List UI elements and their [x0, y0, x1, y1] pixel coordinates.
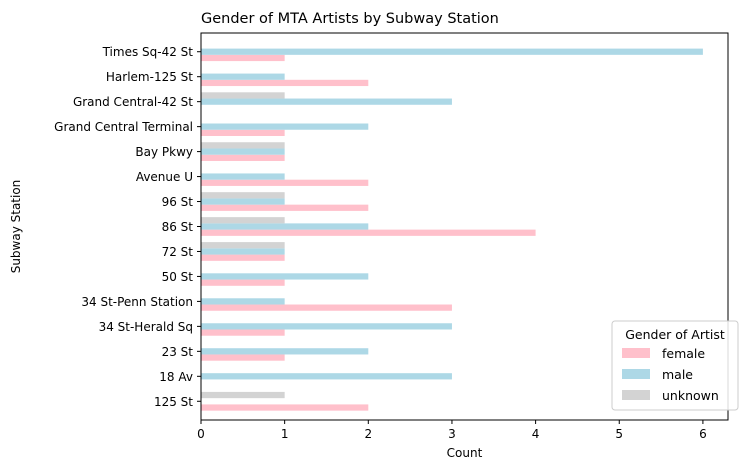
bar-male	[201, 373, 452, 380]
bar-female	[201, 154, 285, 161]
bar-unknown	[201, 92, 285, 99]
bar-female	[201, 79, 369, 87]
y-tick-label: Grand Central-42 St	[73, 95, 193, 109]
bar-male	[201, 48, 703, 55]
bar-male	[201, 323, 452, 330]
bar-male	[201, 348, 369, 355]
bar-male	[201, 173, 285, 180]
y-tick-label: 34 St-Herald Sq	[99, 320, 193, 334]
y-tick-label: Grand Central Terminal	[54, 120, 193, 134]
y-tick-label: 34 St-Penn Station	[81, 295, 193, 309]
bars-group	[201, 48, 703, 411]
y-tick-label: Times Sq-42 St	[102, 45, 194, 59]
bar-female	[201, 329, 285, 336]
x-tick-label: 0	[197, 427, 205, 441]
y-tick-label: 96 St	[162, 195, 194, 209]
x-tick-label: 2	[364, 427, 372, 441]
chart-title: Gender of MTA Artists by Subway Station	[201, 11, 499, 27]
y-tick-label: 23 St	[162, 345, 194, 359]
bar-male	[201, 248, 285, 255]
x-tick-label: 6	[699, 427, 707, 441]
x-axis-label: Count	[447, 446, 483, 460]
legend-label-female: female	[662, 346, 705, 361]
bar-female	[201, 204, 369, 211]
y-tick-label: Harlem-125 St	[106, 70, 193, 84]
y-axis-label: Subway Station	[9, 180, 23, 274]
bar-male	[201, 298, 285, 305]
legend-frame	[611, 320, 739, 411]
y-tick-label: 50 St	[162, 270, 194, 284]
x-axis-ticks: 0 1 2 3 4 5 6	[197, 420, 707, 441]
bar-male	[201, 148, 285, 155]
y-tick-label: 18 Av	[159, 370, 193, 384]
bar-unknown	[201, 192, 285, 199]
bar-female	[201, 304, 452, 311]
bar-female	[201, 279, 285, 286]
legend-label-unknown: unknown	[662, 388, 719, 403]
legend-swatch-unknown	[622, 390, 650, 400]
bar-male	[201, 123, 369, 130]
x-tick-label: 5	[615, 427, 623, 441]
y-tick-label: 72 St	[162, 245, 194, 259]
y-tick-label: 86 St	[162, 220, 194, 234]
bar-female	[201, 404, 369, 411]
bar-male	[201, 198, 285, 205]
bar-male	[201, 73, 285, 80]
bar-male	[201, 98, 452, 105]
y-tick-label: Bay Pkwy	[135, 145, 193, 159]
y-tick-label: Avenue U	[136, 170, 193, 184]
bar-unknown	[201, 142, 285, 149]
x-tick-label: 4	[532, 427, 540, 441]
bar-female	[201, 54, 285, 62]
x-tick-label: 1	[281, 427, 289, 441]
legend-swatch-female	[622, 348, 650, 358]
legend-swatch-male	[622, 369, 650, 379]
legend-label-male: male	[662, 367, 693, 382]
y-tick-label: 125 St	[154, 395, 193, 409]
bar-male	[201, 223, 369, 230]
bar-female	[201, 229, 536, 236]
plot-frame	[200, 32, 729, 421]
y-axis-ticks: 125 St 18 Av 23 St 34 St-Herald Sq 34 St-Pen…	[54, 45, 201, 409]
bar-unknown	[201, 391, 285, 399]
bar-female	[201, 254, 285, 261]
bar-unknown	[201, 242, 285, 249]
bar-female	[201, 129, 285, 136]
legend: Gender of Artist female male unknown	[611, 320, 739, 411]
legend-title: Gender of Artist	[625, 327, 725, 342]
bar-male	[201, 273, 369, 280]
x-tick-label: 3	[448, 427, 456, 441]
bar-female	[201, 179, 369, 186]
bar-unknown	[201, 217, 285, 224]
bar-female	[201, 354, 285, 361]
